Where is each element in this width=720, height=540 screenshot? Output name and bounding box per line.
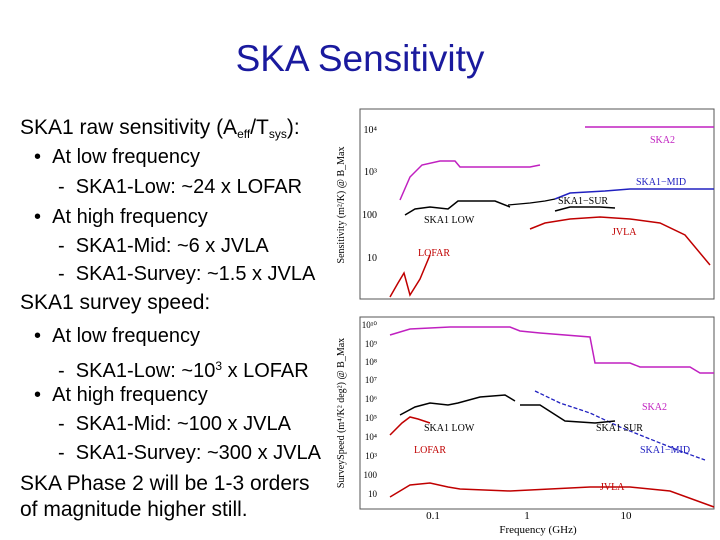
- bottom-y-tick: 10⁸: [365, 357, 377, 367]
- raw-heading-end: ):: [286, 116, 300, 139]
- phase2-line-2: of magnitude higher still.: [20, 498, 248, 521]
- phase2-line-1: SKA Phase 2 will be 1-3 orders: [20, 472, 310, 495]
- label-ska1-sur: SKA1−SUR: [558, 196, 608, 207]
- jvla-survey-curve: [389, 482, 715, 508]
- bottom-panel-frame: [359, 316, 715, 510]
- top-y-tick: 10³: [364, 167, 377, 178]
- label-ska1-mid: SKA1−MID: [636, 177, 686, 188]
- raw-heading-mid: /T: [250, 116, 269, 139]
- label-ska1-sur-survey: SKA1 SUR: [596, 423, 643, 434]
- label-ska1-mid-survey: SKA1−MID: [640, 445, 690, 456]
- bottom-y-tick: 10⁷: [365, 375, 377, 385]
- ska1-mid-curve: [554, 188, 714, 200]
- tsys-subscript: sys: [268, 127, 287, 141]
- item-ska1-mid-2: - SKA1-Mid: ~100 x JVLA: [58, 412, 291, 436]
- page-title: SKA Sensitivity: [235, 38, 485, 79]
- item-text: SKA1-Low: ~10: [75, 360, 216, 382]
- label-ska2: SKA2: [650, 135, 675, 146]
- bullet-text: At low frequency: [52, 146, 200, 168]
- bullet-text: At high frequency: [52, 206, 208, 228]
- raw-sensitivity-heading: SKA1 raw sensitivity (Aeff/Tsys):: [20, 116, 300, 146]
- item-ska1-survey: - SKA1-Survey: ~1.5 x JVLA: [58, 262, 315, 286]
- top-y-tick: 100: [362, 210, 377, 221]
- survey-speed-heading: SKA1 survey speed:: [20, 291, 211, 314]
- item-ska1-survey-2: - SKA1-Survey: ~300 x JVLA: [58, 441, 321, 465]
- bullet-low-frequency-2: • At low frequency: [34, 324, 200, 348]
- dash-marker: -: [58, 442, 65, 464]
- item-text: SKA1-Mid: ~100 x JVLA: [75, 413, 291, 435]
- bullet-marker: •: [34, 325, 42, 347]
- bullet-low-frequency: • At low frequency: [34, 145, 200, 169]
- bottom-y-tick: 10¹⁰: [362, 320, 378, 330]
- exponent-superscript: 3: [215, 359, 223, 373]
- bullet-text: At low frequency: [52, 325, 200, 347]
- lofar-curve: [389, 254, 431, 298]
- ska1-sur-curve: [554, 206, 616, 212]
- bullet-high-frequency: • At high frequency: [34, 205, 208, 229]
- top-y-tick: 10: [367, 253, 377, 264]
- mid-step-curve: [507, 198, 556, 206]
- label-ska2-survey: SKA2: [642, 402, 667, 413]
- ska1-sur-survey-curve: [534, 390, 706, 461]
- bottom-y-tick: 10⁶: [365, 394, 377, 404]
- label-jvla-survey: JVLA: [600, 482, 625, 493]
- item-ska1-mid: - SKA1-Mid: ~6 x JVLA: [58, 234, 269, 258]
- ska2-survey-curve: [389, 326, 714, 374]
- label-lofar: LOFAR: [418, 248, 450, 259]
- lofar-survey-curve: [389, 416, 431, 436]
- item-ska1-low: - SKA1-Low: ~24 x LOFAR: [58, 175, 302, 199]
- label-ska1-low: SKA1 LOW: [424, 215, 475, 226]
- x-tick-label: 10: [621, 510, 633, 522]
- top-y-axis-label: Sensitivity (m²/K) @ B_Max: [336, 147, 347, 264]
- jvla-curve: [529, 216, 711, 266]
- label-jvla: JVLA: [612, 227, 637, 238]
- bottom-y-tick: 10: [368, 489, 378, 499]
- bottom-y-tick: 10³: [365, 451, 377, 461]
- item-text-end: x LOFAR: [222, 360, 309, 382]
- item-text: SKA1-Survey: ~300 x JVLA: [75, 442, 321, 464]
- bullet-high-frequency-2: • At high frequency: [34, 383, 208, 407]
- bullet-marker: •: [34, 146, 42, 168]
- label-ska1-low-survey: SKA1 LOW: [424, 423, 475, 434]
- ska1-low-survey-curve: [399, 394, 516, 416]
- dash-marker: -: [58, 176, 65, 198]
- bottom-y-tick: 10⁴: [365, 432, 377, 442]
- bottom-y-tick: 10⁹: [365, 339, 377, 349]
- bottom-y-axis-label: SurveySpeed (m⁴/K² deg²) @ B_Max: [336, 338, 347, 488]
- bottom-y-tick: 100: [364, 470, 378, 480]
- dash-marker: -: [58, 360, 65, 382]
- dash-marker: -: [58, 413, 65, 435]
- raw-heading-text: SKA1 raw sensitivity (A: [20, 116, 238, 139]
- label-lofar-survey: LOFAR: [414, 445, 446, 456]
- dash-marker: -: [58, 263, 65, 285]
- bottom-y-tick: 10⁵: [365, 413, 377, 423]
- bullet-marker: •: [34, 206, 42, 228]
- ska1-mid-survey-curve: [520, 404, 616, 424]
- item-text: SKA1-Survey: ~1.5 x JVLA: [75, 263, 316, 285]
- x-tick-label: 1: [524, 510, 530, 522]
- item-ska1-low-2: - SKA1-Low: ~103 x LOFAR: [58, 354, 309, 383]
- top-y-tick: 10⁴: [364, 125, 378, 136]
- aeff-subscript: eff: [237, 127, 251, 141]
- ska1-low-curve: [404, 200, 511, 216]
- sensitivity-figure: Sensitivity (m²/K) @ B_Max SurveySpeed (…: [336, 108, 715, 536]
- ska1-low-purple-curve: [399, 160, 541, 201]
- dash-marker: -: [58, 235, 65, 257]
- bullet-text: At high frequency: [52, 384, 208, 406]
- bullet-marker: •: [34, 384, 42, 406]
- item-text: SKA1-Mid: ~6 x JVLA: [75, 235, 269, 257]
- top-panel-frame: [359, 108, 715, 300]
- x-axis-label: Frequency (GHz): [499, 524, 577, 536]
- item-text: SKA1-Low: ~24 x LOFAR: [75, 176, 303, 198]
- x-tick-label: 0.1: [426, 510, 440, 522]
